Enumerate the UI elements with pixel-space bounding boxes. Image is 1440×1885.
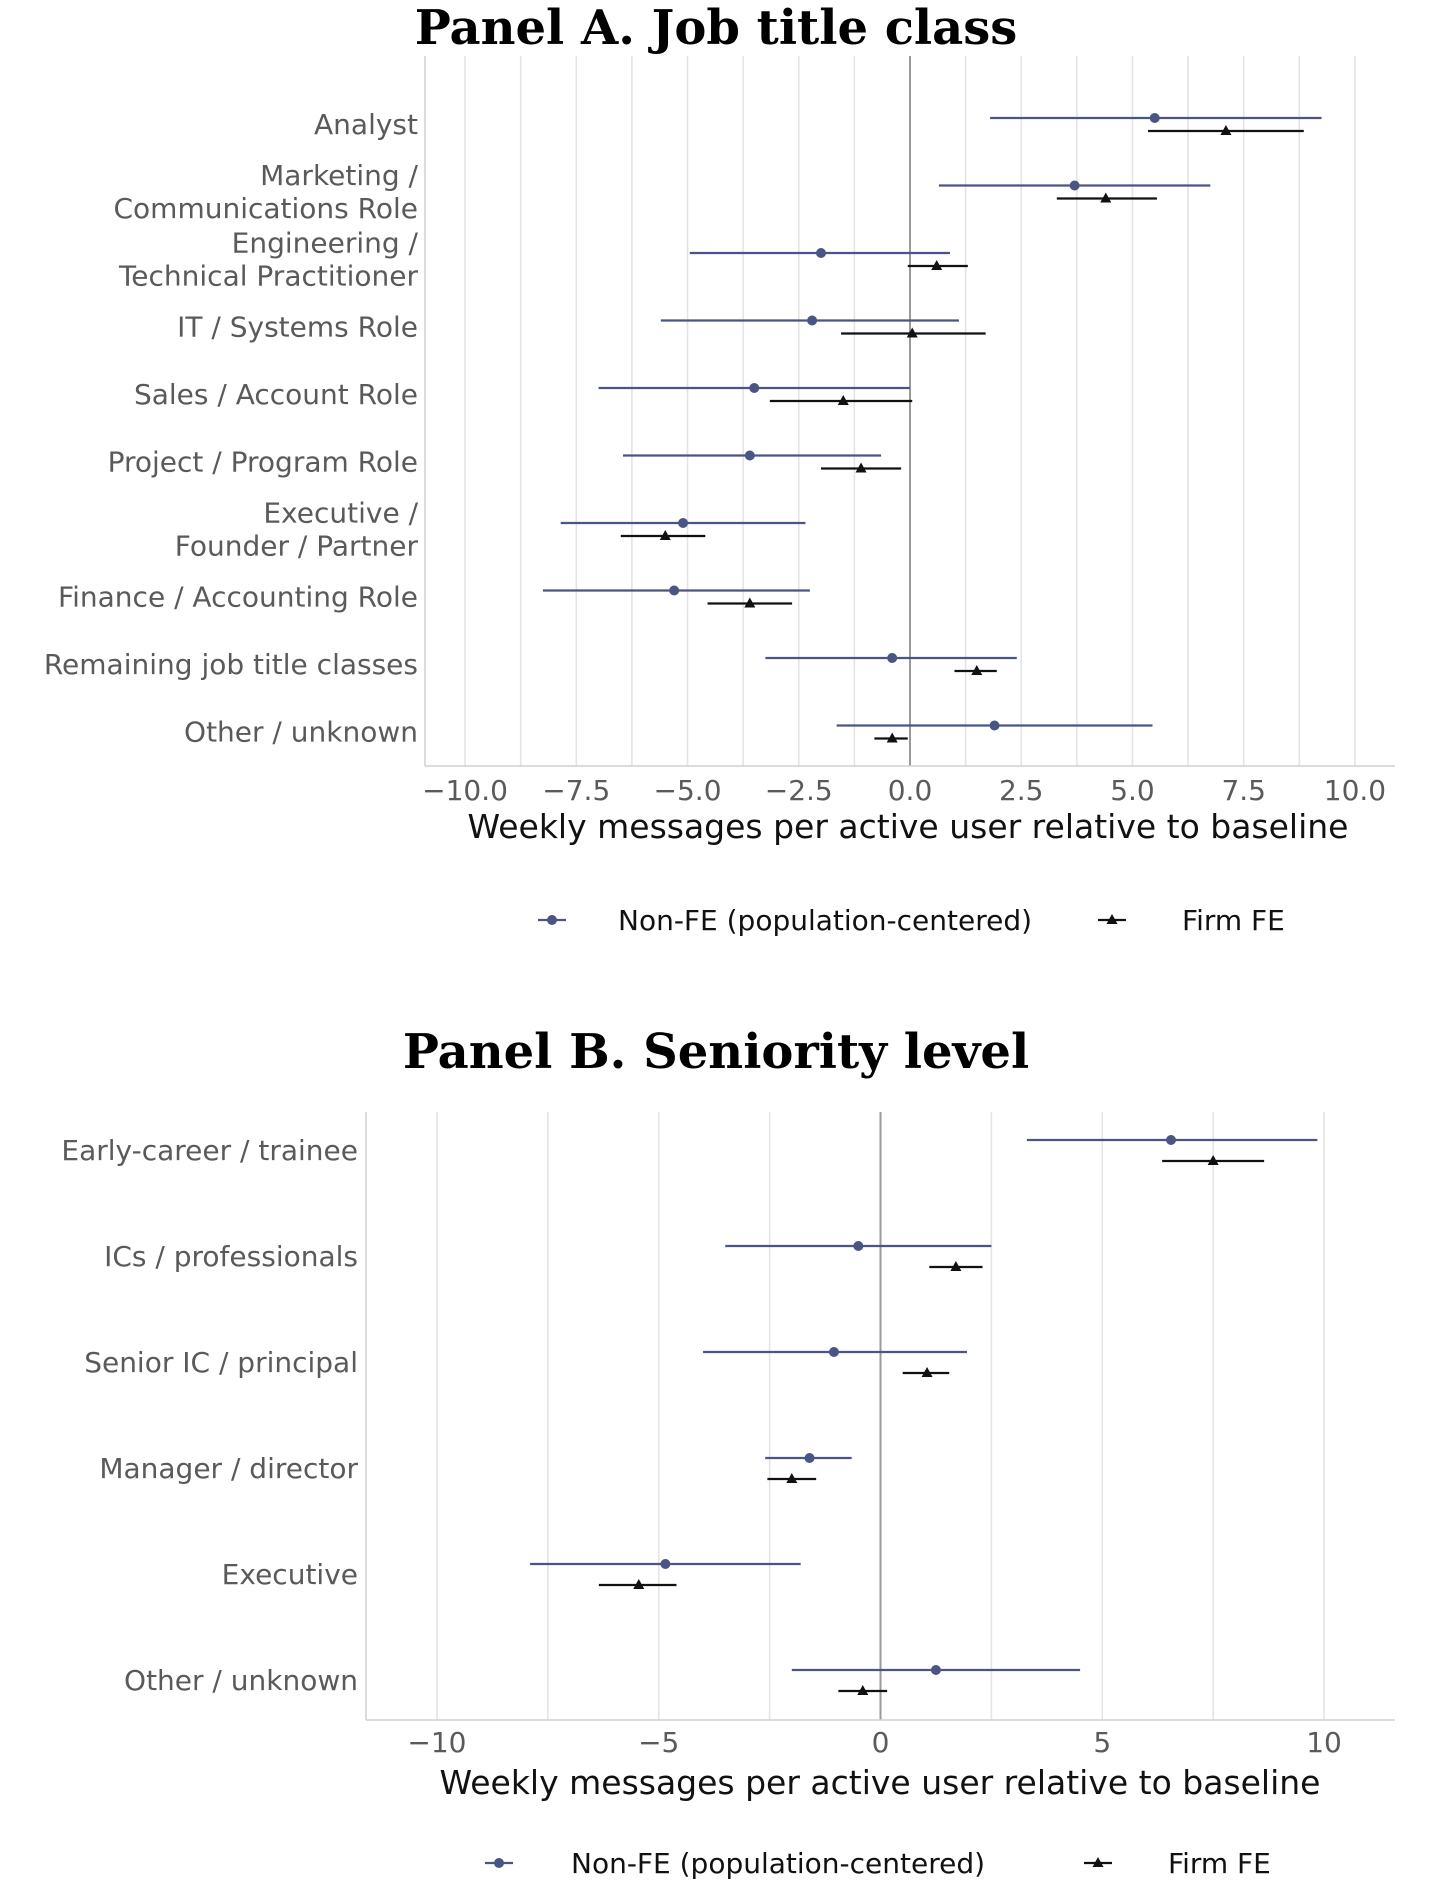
panel-a-marks bbox=[542, 113, 1322, 743]
category-label: Manager / director bbox=[99, 1452, 358, 1485]
x-tick-label: 10 bbox=[1306, 1726, 1342, 1759]
panel-a-gridlines bbox=[464, 56, 1356, 766]
panel-b-gridlines bbox=[436, 1112, 1325, 1720]
legend-key-triangle bbox=[1092, 1857, 1104, 1867]
x-tick-label: 7.5 bbox=[1221, 774, 1266, 807]
point-estimate-circle bbox=[1149, 113, 1160, 123]
panel-a-category-labels: Analyst Marketing /Communications RoleEng… bbox=[44, 108, 419, 749]
panel-b: Panel B. Seniority level Early-career / … bbox=[61, 1024, 1395, 1880]
category-label: Remaining job title classes bbox=[44, 648, 418, 681]
category-label: Marketing / bbox=[260, 159, 418, 192]
point-estimate-circle bbox=[853, 1241, 864, 1251]
point-estimate-triangle bbox=[971, 665, 983, 675]
category-label: Project / Program Role bbox=[108, 446, 418, 479]
x-tick-label: 10.0 bbox=[1324, 774, 1386, 807]
point-estimate-circle bbox=[807, 315, 818, 326]
point-estimate-triangle bbox=[837, 395, 849, 405]
point-estimate-triangle bbox=[931, 260, 943, 270]
category-label: Executive bbox=[222, 1558, 358, 1591]
point-estimate-triangle bbox=[659, 530, 671, 540]
x-tick-label: −5.0 bbox=[654, 774, 722, 807]
point-estimate-circle bbox=[1166, 1135, 1177, 1145]
category-label: IT / Systems Role bbox=[177, 311, 418, 344]
point-estimate-circle bbox=[930, 1665, 941, 1675]
point-estimate-circle bbox=[660, 1559, 671, 1569]
x-tick-label: 0 bbox=[872, 1726, 890, 1759]
point-estimate-triangle bbox=[855, 462, 867, 473]
panel-b-tick-labels: −10 −5 0 5 10 bbox=[407, 1726, 1341, 1759]
panel-b-x-axis-title: Weekly messages per active user relative… bbox=[440, 1763, 1321, 1802]
panel-a: Panel A. Job title class Analyst Marketin… bbox=[44, 0, 1395, 937]
point-estimate-triangle bbox=[1220, 125, 1232, 135]
point-estimate-triangle bbox=[950, 1261, 962, 1271]
x-tick-label: 5 bbox=[1093, 1726, 1111, 1759]
category-label: Analyst bbox=[314, 108, 418, 141]
panel-b-category-labels: Early-career / trainee ICs / professional… bbox=[61, 1134, 358, 1697]
legend-label: Non-FE (population-centered) bbox=[618, 904, 1032, 937]
x-tick-label: −10 bbox=[407, 1726, 466, 1759]
x-tick-label: 5.0 bbox=[1110, 774, 1155, 807]
panel-b-axis-frame bbox=[365, 1112, 1395, 1721]
point-estimate-circle bbox=[816, 248, 827, 258]
category-label: Other / unknown bbox=[184, 716, 418, 749]
point-estimate-triangle bbox=[1100, 192, 1112, 203]
point-estimate-circle bbox=[1069, 180, 1080, 191]
point-estimate-circle bbox=[669, 585, 680, 596]
panel-a-legend: Non-FE (population-centered) Firm FE bbox=[538, 904, 1285, 937]
panel-a-x-axis-title: Weekly messages per active user relative… bbox=[468, 807, 1349, 846]
category-label: Founder / Partner bbox=[175, 530, 419, 563]
point-estimate-circle bbox=[804, 1453, 815, 1463]
legend-key-triangle bbox=[1106, 914, 1118, 924]
legend-key-circle bbox=[547, 915, 557, 925]
point-estimate-triangle bbox=[744, 597, 756, 608]
category-label: Communications Role bbox=[113, 192, 418, 225]
category-label: Sales / Account Role bbox=[134, 378, 418, 411]
point-estimate-triangle bbox=[886, 732, 898, 743]
x-tick-label: −7.5 bbox=[542, 774, 610, 807]
category-label: Early-career / trainee bbox=[61, 1134, 358, 1167]
legend-key-circle bbox=[494, 1858, 504, 1868]
category-label: ICs / professionals bbox=[104, 1240, 358, 1273]
panel-a-tick-labels: −10.0 −7.5 −5.0 −2.5 0.0 2.5 5.0 7.5 10.0 bbox=[422, 774, 1386, 807]
point-estimate-circle bbox=[989, 720, 1000, 731]
x-tick-label: −2.5 bbox=[765, 774, 833, 807]
x-tick-label: −10.0 bbox=[422, 774, 508, 807]
point-estimate-triangle bbox=[921, 1367, 933, 1377]
point-estimate-circle bbox=[744, 450, 755, 461]
point-estimate-triangle bbox=[857, 1685, 869, 1695]
category-label: Executive / bbox=[263, 497, 418, 530]
category-label: Senior IC / principal bbox=[84, 1346, 358, 1379]
panel-a-axis-frame bbox=[424, 56, 1395, 767]
category-label: Other / unknown bbox=[124, 1664, 358, 1697]
x-tick-label: 0.0 bbox=[888, 774, 933, 807]
panel-b-marks bbox=[530, 1135, 1318, 1695]
point-estimate-circle bbox=[887, 653, 898, 663]
legend-label: Firm FE bbox=[1182, 904, 1285, 937]
panel-a-title: Panel A. Job title class bbox=[415, 0, 1018, 56]
x-tick-label: −5 bbox=[638, 1726, 679, 1759]
point-estimate-circle bbox=[678, 518, 689, 528]
category-label: Finance / Accounting Role bbox=[58, 581, 418, 614]
legend-label: Firm FE bbox=[1168, 1847, 1271, 1880]
point-estimate-triangle bbox=[786, 1473, 798, 1483]
point-estimate-triangle bbox=[633, 1579, 645, 1589]
category-label: Engineering / bbox=[232, 227, 419, 260]
x-tick-label: 2.5 bbox=[999, 774, 1044, 807]
point-estimate-circle bbox=[749, 383, 760, 393]
panel-b-title: Panel B. Seniority level bbox=[403, 1024, 1029, 1080]
point-estimate-triangle bbox=[1207, 1155, 1219, 1165]
panel-b-legend: Non-FE (population-centered) Firm FE bbox=[485, 1847, 1271, 1880]
legend-label: Non-FE (population-centered) bbox=[571, 1847, 985, 1880]
point-estimate-triangle bbox=[906, 327, 918, 338]
category-label: Technical Practitioner bbox=[118, 260, 419, 293]
point-estimate-circle bbox=[828, 1347, 839, 1357]
